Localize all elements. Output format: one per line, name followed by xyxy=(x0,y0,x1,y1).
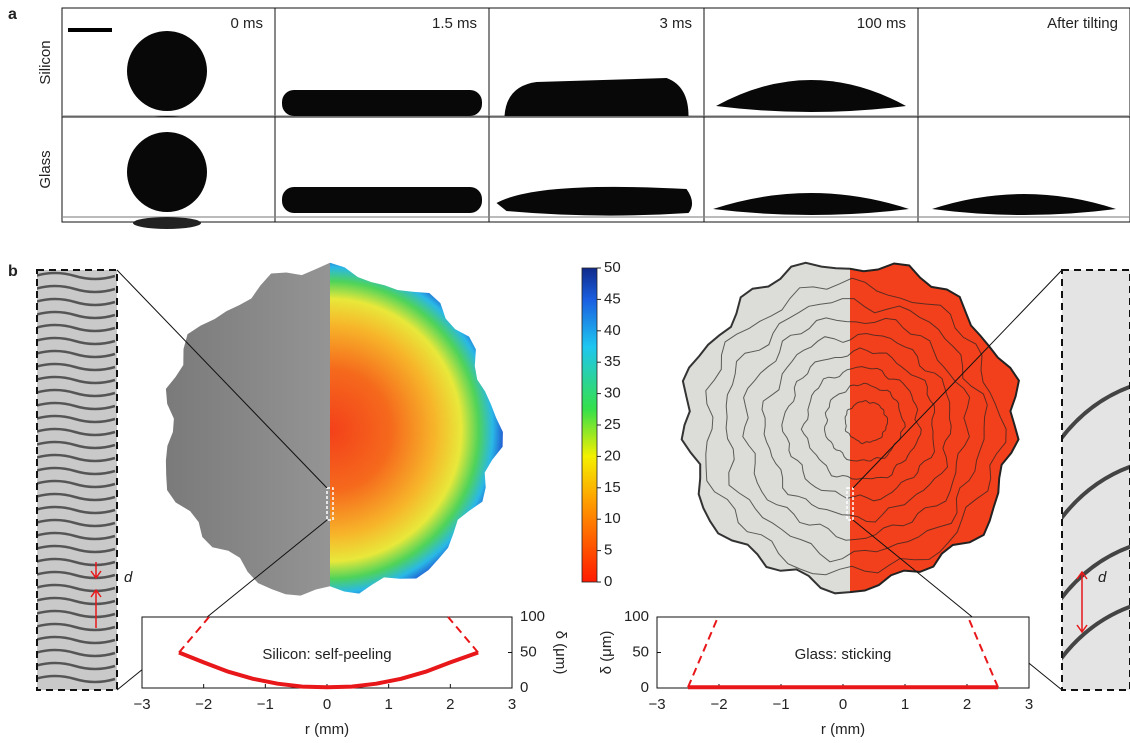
x-tick-label: 0 xyxy=(323,696,331,713)
x-axis-label: r (mm) xyxy=(305,721,349,738)
colorbar-tick-label: 45 xyxy=(604,290,621,307)
time-label: 100 ms xyxy=(857,15,906,32)
x-tick-label: −2 xyxy=(195,696,212,713)
colorbar-tick-label: 5 xyxy=(604,542,612,559)
colorbar-tick-label: 40 xyxy=(604,322,621,339)
chart-annotation: Glass: sticking xyxy=(795,646,892,663)
y-axis-label: δ (μm) xyxy=(598,631,615,675)
x-axis-label: r (mm) xyxy=(821,721,865,738)
colorbar-tick-label: 35 xyxy=(604,353,621,370)
droplet xyxy=(282,187,482,213)
time-label: 3 ms xyxy=(659,15,692,32)
colorbar-tick-label: 50 xyxy=(604,259,621,276)
inset-label: d xyxy=(1098,569,1107,586)
y-tick-label: 0 xyxy=(641,679,649,696)
row-label: Silicon xyxy=(37,40,54,84)
x-tick-label: 1 xyxy=(384,696,392,713)
colorbar-tick-label: 0 xyxy=(604,573,612,590)
figure: a b Silicon 0 ms 1.5 ms 3 ms 100 ms After til… xyxy=(0,0,1130,743)
reflection xyxy=(133,217,201,229)
x-tick-label: −2 xyxy=(710,696,727,713)
colorbar-tick-label: 30 xyxy=(604,385,621,402)
time-label: 0 ms xyxy=(230,15,263,32)
x-tick-label: 3 xyxy=(508,696,516,713)
y-axis-label: δ (μm) xyxy=(552,631,569,675)
colorbar-tick-label: 15 xyxy=(604,479,621,496)
x-tick-label: −3 xyxy=(648,696,665,713)
x-tick-label: 1 xyxy=(901,696,909,713)
colorbar-tick-label: 25 xyxy=(604,416,621,433)
panel-label: a xyxy=(8,6,17,23)
x-tick-label: 0 xyxy=(839,696,847,713)
droplet xyxy=(127,31,207,111)
colorbar-tick-label: 10 xyxy=(604,510,621,527)
x-tick-label: −1 xyxy=(257,696,274,713)
droplet xyxy=(505,78,689,116)
x-tick-label: 2 xyxy=(963,696,971,713)
y-tick-label: 100 xyxy=(520,608,545,625)
time-label: 1.5 ms xyxy=(432,15,477,32)
time-label: After tilting xyxy=(1047,15,1118,32)
panel-label: b xyxy=(8,263,18,280)
y-tick-label: 50 xyxy=(520,643,537,660)
x-tick-label: 3 xyxy=(1025,696,1033,713)
y-tick-label: 50 xyxy=(632,643,649,660)
droplet xyxy=(282,90,482,116)
droplet xyxy=(127,132,207,212)
row-label: Glass xyxy=(37,150,54,188)
chart-annotation: Silicon: self-peeling xyxy=(262,646,391,663)
y-tick-label: 100 xyxy=(624,608,649,625)
inset-label: d xyxy=(124,569,133,586)
colorbar-tick-label: 20 xyxy=(604,447,621,464)
x-tick-label: 2 xyxy=(446,696,454,713)
x-tick-label: −1 xyxy=(772,696,789,713)
x-tick-label: −3 xyxy=(133,696,150,713)
colorbar xyxy=(582,268,597,582)
panel-a: Silicon 0 ms 1.5 ms 3 ms 100 ms After tilting… xyxy=(37,8,1130,229)
y-tick-label: 0 xyxy=(520,679,528,696)
